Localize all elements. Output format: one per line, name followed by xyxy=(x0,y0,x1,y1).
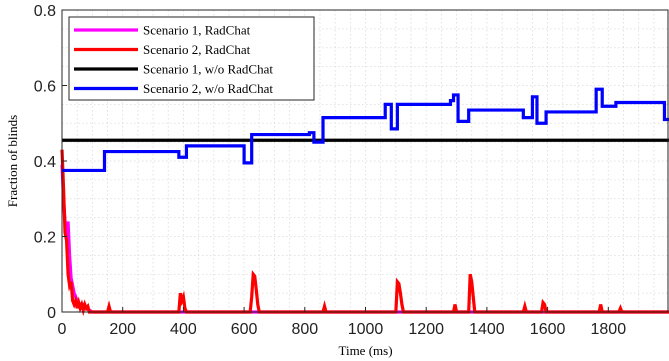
legend-label: Scenario 1, w/o RadChat xyxy=(143,62,273,77)
x-tick-label: 1600 xyxy=(530,321,566,338)
y-axis-ticks: 0 0.2 0.4 0.6 0.8 xyxy=(34,3,67,322)
legend: Scenario 1, RadChat Scenario 2, RadChat Sc… xyxy=(68,16,315,101)
x-tick-label: 200 xyxy=(109,321,136,338)
y-tick-label: 0 xyxy=(47,305,56,322)
x-tick-label: 600 xyxy=(231,321,258,338)
x-tick-label: 1800 xyxy=(591,321,627,338)
x-tick-label: 400 xyxy=(170,321,197,338)
series-line-4 xyxy=(62,87,669,173)
x-tick-label: 0 xyxy=(58,321,67,338)
x-tick-label: 1200 xyxy=(408,321,444,338)
y-tick-label: 0.4 xyxy=(34,154,56,171)
y-axis-label: Fraction of blinds xyxy=(5,115,20,207)
y-tick-label: 0.6 xyxy=(34,79,56,96)
x-tick-label: 800 xyxy=(291,321,318,338)
legend-label: Scenario 1, RadChat xyxy=(143,23,251,38)
x-axis-label: Time (ms) xyxy=(338,343,392,358)
y-tick-label: 0.2 xyxy=(34,230,56,247)
x-tick-label: 1000 xyxy=(348,321,384,338)
legend-label: Scenario 2, RadChat xyxy=(143,42,251,57)
y-tick-label: 0.8 xyxy=(34,3,56,20)
x-tick-label: 1400 xyxy=(469,321,505,338)
x-axis-ticks: 0 200 400 600 800 1000 1200 1400 1600 1800 xyxy=(58,307,627,338)
legend-label: Scenario 2, w/o RadChat xyxy=(143,81,273,96)
